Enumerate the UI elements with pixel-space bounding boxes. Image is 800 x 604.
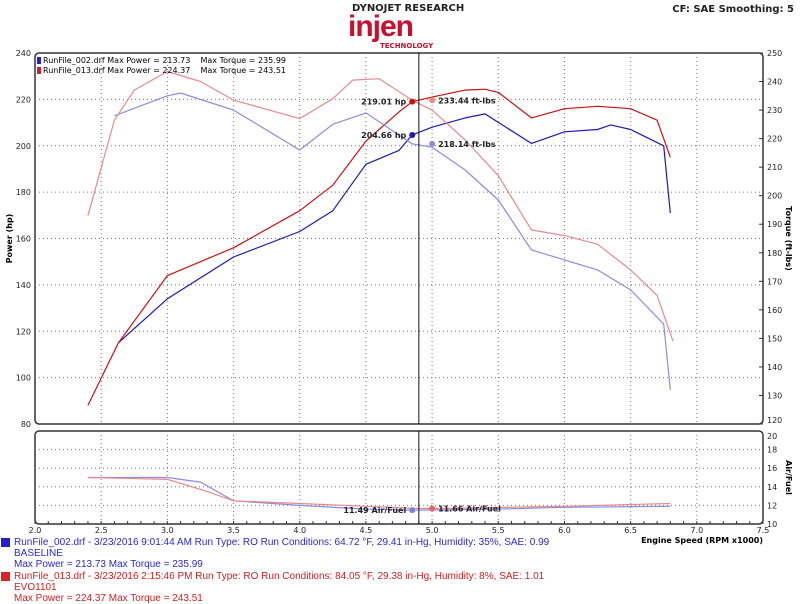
x-tick-label: 7.5 (757, 526, 770, 535)
y-left-tick-label: 180 (16, 188, 31, 197)
logo-subtitle: TECHNOLOGY (380, 42, 434, 50)
series-blue_torque (114, 92, 671, 390)
y-right-tick-label: 240 (767, 78, 782, 87)
y-right-tick-label: 250 (767, 49, 782, 58)
run-name: EVO1101 (14, 582, 57, 593)
run-details: RunFile_002.drf - 3/23/2016 9:01:44 AM R… (14, 537, 550, 548)
y-right-tick-label: 150 (767, 334, 782, 343)
y-right-tick-label: 200 (767, 192, 782, 201)
y-left-tick-label: 100 (16, 374, 31, 383)
afr-annotation-label: 11.49 Air/Fuel (343, 506, 406, 515)
x-tick-label: 5.0 (426, 526, 439, 535)
correction-settings: CF: SAE Smoothing: 5 (672, 4, 794, 15)
x-tick-label: 3.5 (227, 526, 240, 535)
annotation-marker (429, 140, 436, 147)
run-details: RunFile_013.drf - 3/23/2016 2:15:46 PM R… (14, 571, 545, 582)
series-blue_afr (87, 476, 671, 511)
y-right-tick-label: 210 (767, 163, 782, 172)
afr-tick-label: 20 (767, 432, 777, 441)
run-name: BASELINE (14, 548, 63, 559)
y-right-axis-label: Torque (ft-lbs) (784, 206, 793, 271)
y-right-tick-label: 170 (767, 277, 782, 286)
afr-annotation-marker (429, 505, 436, 512)
afr-axis-label: Air/Fuel (784, 460, 793, 495)
legend-text: RunFile_002.drf Max Power = 213.73 Max T… (43, 56, 286, 65)
run-swatch-blue (1, 538, 10, 547)
annotation-label: 218.14 ft-lbs (438, 140, 496, 149)
run-info-baseline: RunFile_002.drf - 3/23/2016 9:01:44 AM R… (1, 537, 550, 570)
run-max: Max Power = 224.37 Max Torque = 243.51 (14, 593, 203, 604)
y-left-tick-label: 80 (21, 420, 31, 429)
afr-tick-label: 18 (767, 446, 777, 455)
dyno-chart: 2.0 2.5 3.0 3.5 4.0 4.5 5.0 5.5 6.0 6.5 7.0 7.5 80 10… (5, 49, 793, 545)
series-blue_power (117, 113, 671, 344)
y-right-tick-label: 160 (767, 306, 782, 315)
x-tick-label: 2.0 (29, 526, 42, 535)
y-left-tick-label: 120 (16, 327, 31, 336)
y-left-axis-label: Power (hp) (5, 214, 14, 264)
annotation-marker (409, 131, 416, 138)
annotation-label: 204.66 hp (361, 131, 406, 140)
annotation-marker (409, 98, 416, 105)
bottom-plot-frame (34, 430, 764, 525)
run-info-evo1101: RunFile_013.drf - 3/23/2016 2:15:46 PM R… (1, 571, 545, 604)
series-red_afr (87, 476, 671, 510)
x-tick-label: 7.0 (690, 526, 703, 535)
afr-annotation-marker (409, 507, 416, 514)
afr-annotation-label: 11.66 Air/Fuel (438, 505, 501, 514)
y-left-tick-label: 140 (16, 281, 31, 290)
afr-tick-label: 10 (767, 520, 777, 529)
y-right-tick-label: 220 (767, 135, 782, 144)
y-right-tick-label: 120 (767, 416, 782, 425)
x-tick-label: 5.5 (492, 526, 505, 535)
chart-legend: RunFile_002.drf Max Power = 213.73 Max T… (37, 56, 286, 76)
x-tick-label: 3.0 (161, 526, 174, 535)
afr-tick-label: 14 (767, 483, 777, 492)
y-right-tick-label: 130 (767, 391, 782, 400)
x-tick-label: 4.5 (360, 526, 373, 535)
injen-logo: injen (348, 10, 414, 43)
y-right-tick-label: 230 (767, 106, 782, 115)
y-right-tick-label: 180 (767, 249, 782, 258)
y-left-tick-label: 200 (16, 142, 31, 151)
annotation-label: 219.01 hp (361, 98, 406, 107)
y-right-tick-label: 140 (767, 363, 782, 372)
x-tick-label: 4.0 (293, 526, 306, 535)
brand-text: DYNOJET RESEARCH (352, 3, 465, 14)
y-left-tick-label: 160 (16, 235, 31, 244)
y-right-tick-label: 190 (767, 220, 782, 229)
legend-text: RunFile_013.drf Max Power = 224.37 Max T… (43, 66, 286, 75)
legend-swatch-red (37, 67, 41, 74)
y-left-tick-label: 240 (16, 49, 31, 58)
x-tick-label: 6.0 (558, 526, 571, 535)
series-red_torque (87, 70, 674, 342)
legend-swatch-blue (37, 57, 41, 64)
y-left-tick-label: 220 (16, 95, 31, 104)
series-red_power (87, 88, 671, 406)
x-axis-label: Engine Speed (RPM x1000) (641, 536, 763, 545)
x-tick-label: 6.5 (624, 526, 637, 535)
afr-tick-label: 12 (767, 501, 777, 510)
run-max: Max Power = 213.73 Max Torque = 235.99 (14, 559, 203, 570)
run-swatch-red (1, 572, 10, 581)
afr-tick-label: 16 (767, 464, 777, 473)
x-tick-label: 2.5 (95, 526, 108, 535)
legend-entry: RunFile_013.drf Max Power = 224.37 Max T… (37, 66, 286, 76)
annotation-label: 233.44 ft-lbs (438, 96, 496, 105)
legend-entry: RunFile_002.drf Max Power = 213.73 Max T… (37, 56, 286, 66)
annotation-marker (429, 97, 436, 104)
